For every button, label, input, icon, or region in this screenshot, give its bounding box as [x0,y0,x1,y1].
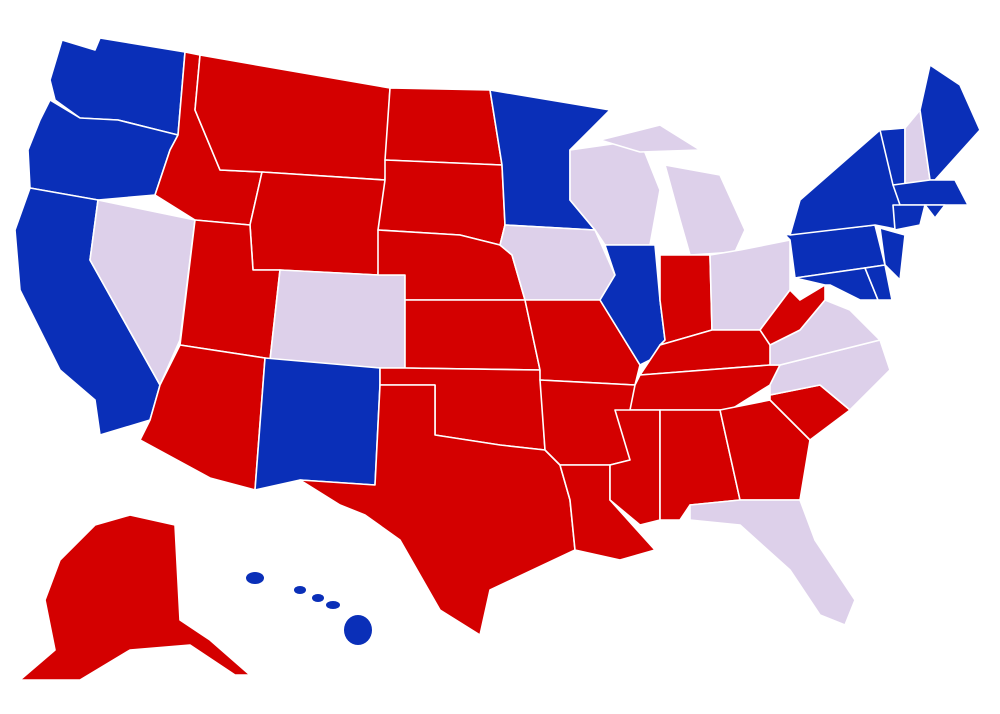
state-wy [249,171,386,276]
state-ct [892,204,926,231]
state-hi-island-4 [326,601,340,609]
state-ri [924,204,946,219]
state-de [864,264,893,301]
state-hi-island-5 [344,615,372,645]
state-nc [769,339,891,411]
state-hi-island-2 [294,586,306,594]
state-hi-island-1 [246,572,264,584]
state-nv [89,199,196,386]
state-ak [19,514,251,681]
state-fl [689,499,856,626]
state-ma [892,179,969,206]
state-nj [879,227,906,281]
state-hi-island-3 [312,594,324,602]
state-nm [254,357,381,491]
state-wv [759,284,826,346]
state-mi [664,164,746,256]
state-tx [299,384,576,636]
state-nd [384,87,503,166]
state-mi-up [599,124,701,153]
state-ks [404,299,541,371]
state-me [919,64,981,181]
state-ga [719,399,811,501]
state-co [269,269,406,369]
state-mt [194,54,391,181]
